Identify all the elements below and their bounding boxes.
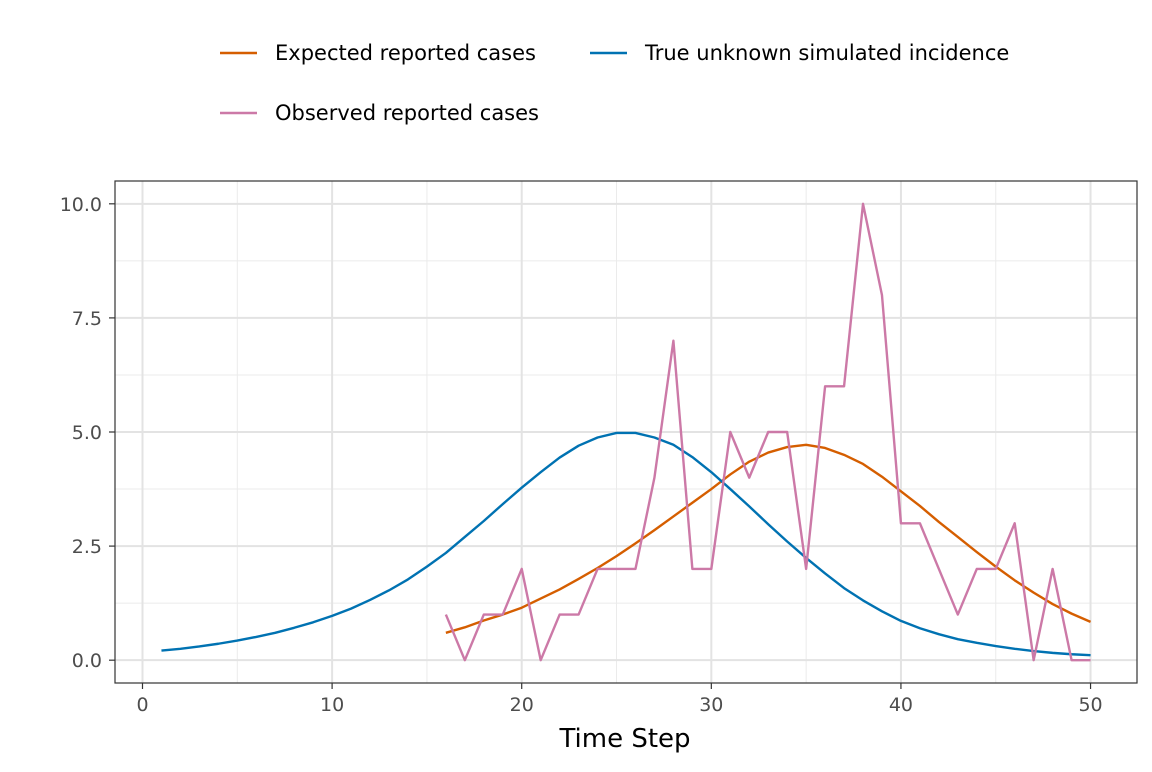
- series-line-1: [161, 431, 1091, 657]
- plot-area: [115, 181, 1137, 683]
- y-tick-label: 7.5: [72, 308, 102, 330]
- x-tick-label: 10: [320, 694, 344, 716]
- legend-label-1: True unknown simulated incidence: [644, 41, 1009, 65]
- x-tick-label: 0: [136, 694, 148, 716]
- y-tick-label: 0.0: [72, 650, 102, 672]
- x-tick-label: 50: [1078, 694, 1102, 716]
- x-tick-label: 40: [889, 694, 913, 716]
- y-tick-label: 5.0: [72, 422, 102, 444]
- axes: 0 10 20 30 40 50 0.0 2.5 5.0 7.5 10.0: [60, 180, 1138, 716]
- x-axis-title: Time Step: [558, 724, 690, 754]
- series-line-2: [444, 202, 1091, 662]
- x-tick-label: 30: [699, 694, 723, 716]
- legend: Expected reported cases True unknown simu…: [220, 41, 1009, 125]
- legend-label-2: Observed reported cases: [275, 101, 539, 125]
- y-tick-label: 10.0: [60, 194, 102, 216]
- y-tick-label: 2.5: [72, 536, 102, 558]
- legend-label-0: Expected reported cases: [275, 41, 536, 65]
- series-line-0: [445, 443, 1092, 634]
- x-tick-label: 20: [510, 694, 534, 716]
